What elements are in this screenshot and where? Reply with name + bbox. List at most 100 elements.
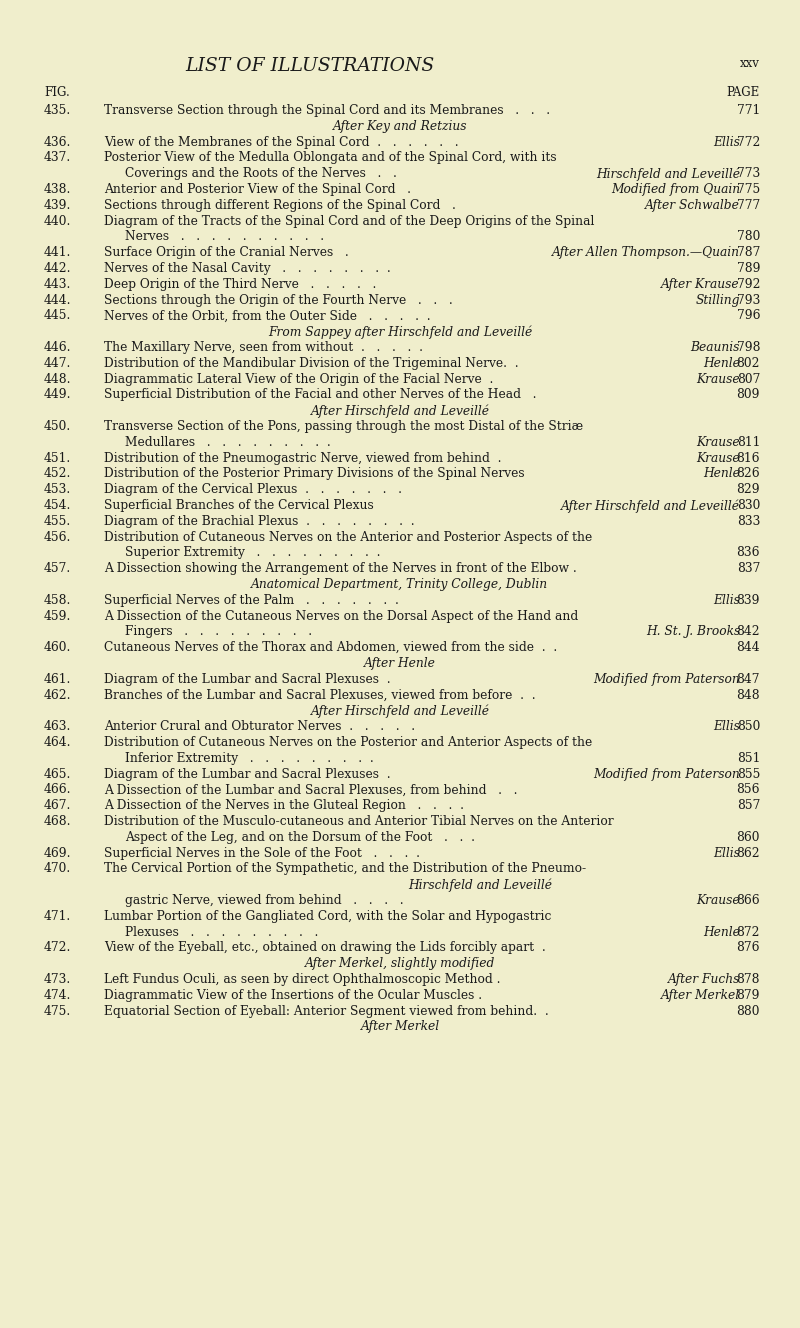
Text: Anterior Crural and Obturator Nerves  .   .   .   .   .: Anterior Crural and Obturator Nerves . .… — [104, 720, 415, 733]
Text: FIG.: FIG. — [44, 86, 70, 100]
Text: 872: 872 — [737, 926, 760, 939]
Text: Henle: Henle — [703, 357, 740, 369]
Text: 448.: 448. — [44, 373, 71, 385]
Text: Medullares   .   .   .   .   .   .   .   .  .: Medullares . . . . . . . . . — [125, 436, 330, 449]
Text: 802: 802 — [737, 357, 760, 369]
Text: 775: 775 — [737, 183, 760, 197]
Text: The Maxillary Nerve, seen from without  .   .   .   .  .: The Maxillary Nerve, seen from without .… — [104, 341, 423, 355]
Text: Surface Origin of the Cranial Nerves   .: Surface Origin of the Cranial Nerves . — [104, 246, 349, 259]
Text: 444.: 444. — [44, 293, 71, 307]
Text: A Dissection of the Lumbar and Sacral Plexuses, from behind   .   .: A Dissection of the Lumbar and Sacral Pl… — [104, 784, 518, 797]
Text: Modified from Paterson: Modified from Paterson — [594, 768, 740, 781]
Text: Deep Origin of the Third Nerve   .   .   .   .   .: Deep Origin of the Third Nerve . . . . . — [104, 278, 376, 291]
Text: After Schwalbe: After Schwalbe — [645, 199, 740, 211]
Text: After Hirschfeld and Leveillé: After Hirschfeld and Leveillé — [310, 704, 490, 718]
Text: 447.: 447. — [44, 357, 71, 369]
Text: 839: 839 — [737, 594, 760, 607]
Text: 473.: 473. — [44, 973, 71, 985]
Text: H. St. J. Brooks: H. St. J. Brooks — [646, 625, 740, 639]
Text: 855: 855 — [737, 768, 760, 781]
Text: 472.: 472. — [44, 942, 71, 955]
Text: Distribution of the Pneumogastric Nerve, viewed from behind  .: Distribution of the Pneumogastric Nerve,… — [104, 452, 502, 465]
Text: 876: 876 — [737, 942, 760, 955]
Text: 829: 829 — [736, 483, 760, 497]
Text: Lumbar Portion of the Gangliated Cord, with the Solar and Hypogastric: Lumbar Portion of the Gangliated Cord, w… — [104, 910, 551, 923]
Text: Superficial Distribution of the Facial and other Nerves of the Head   .: Superficial Distribution of the Facial a… — [104, 388, 537, 401]
Text: Superficial Branches of the Cervical Plexus: Superficial Branches of the Cervical Ple… — [104, 499, 374, 513]
Text: 440.: 440. — [44, 215, 71, 227]
Text: 792: 792 — [737, 278, 760, 291]
Text: LIST OF ILLUSTRATIONS: LIST OF ILLUSTRATIONS — [186, 57, 434, 74]
Text: PAGE: PAGE — [726, 86, 760, 100]
Text: 780: 780 — [737, 230, 760, 243]
Text: 446.: 446. — [44, 341, 71, 355]
Text: A Dissection of the Cutaneous Nerves on the Dorsal Aspect of the Hand and: A Dissection of the Cutaneous Nerves on … — [104, 610, 578, 623]
Text: Krause: Krause — [696, 894, 740, 907]
Text: 435.: 435. — [44, 104, 71, 117]
Text: 847: 847 — [737, 673, 760, 685]
Text: 857: 857 — [737, 799, 760, 813]
Text: Modified from Paterson: Modified from Paterson — [594, 673, 740, 685]
Text: 773: 773 — [737, 167, 760, 181]
Text: Left Fundus Oculi, as seen by direct Ophthalmoscopic Method .: Left Fundus Oculi, as seen by direct Oph… — [104, 973, 501, 985]
Text: Diagram of the Lumbar and Sacral Plexuses  .: Diagram of the Lumbar and Sacral Plexuse… — [104, 673, 390, 685]
Text: Anatomical Department, Trinity College, Dublin: Anatomical Department, Trinity College, … — [251, 578, 549, 591]
Text: 449.: 449. — [44, 388, 71, 401]
Text: 475.: 475. — [44, 1004, 71, 1017]
Text: Diagram of the Brachial Plexus  .   .   .   .   .   .   .  .: Diagram of the Brachial Plexus . . . . .… — [104, 515, 414, 527]
Text: 441.: 441. — [44, 246, 71, 259]
Text: Ellis: Ellis — [713, 720, 740, 733]
Text: 442.: 442. — [44, 262, 71, 275]
Text: Equatorial Section of Eyeball: Anterior Segment viewed from behind.  .: Equatorial Section of Eyeball: Anterior … — [104, 1004, 549, 1017]
Text: Ellis: Ellis — [713, 135, 740, 149]
Text: View of the Membranes of the Spinal Cord  .   .   .   .   .   .: View of the Membranes of the Spinal Cord… — [104, 135, 458, 149]
Text: Stilling: Stilling — [695, 293, 740, 307]
Text: 445.: 445. — [44, 309, 71, 323]
Text: Anterior and Posterior View of the Spinal Cord   .: Anterior and Posterior View of the Spina… — [104, 183, 411, 197]
Text: 457.: 457. — [44, 562, 71, 575]
Text: Nerves of the Nasal Cavity   .   .   .   .   .   .   .  .: Nerves of the Nasal Cavity . . . . . . .… — [104, 262, 390, 275]
Text: Henle: Henle — [703, 467, 740, 481]
Text: 456.: 456. — [44, 531, 71, 543]
Text: A Dissection showing the Arrangement of the Nerves in front of the Elbow .: A Dissection showing the Arrangement of … — [104, 562, 577, 575]
Text: After Allen Thompson.—Quain: After Allen Thompson.—Quain — [552, 246, 740, 259]
Text: Distribution of Cutaneous Nerves on the Anterior and Posterior Aspects of the: Distribution of Cutaneous Nerves on the … — [104, 531, 592, 543]
Text: 844: 844 — [736, 641, 760, 655]
Text: Nerves of the Orbit, from the Outer Side   .   .   .   .  .: Nerves of the Orbit, from the Outer Side… — [104, 309, 430, 323]
Text: After Hirschfeld and Leveillé: After Hirschfeld and Leveillé — [561, 499, 740, 513]
Text: 851: 851 — [737, 752, 760, 765]
Text: 462.: 462. — [44, 689, 71, 701]
Text: 464.: 464. — [44, 736, 71, 749]
Text: Coverings and the Roots of the Nerves   .   .: Coverings and the Roots of the Nerves . … — [125, 167, 397, 181]
Text: 879: 879 — [737, 989, 760, 1001]
Text: Modified from Quain: Modified from Quain — [611, 183, 740, 197]
Text: Hirschfeld and Leveillé: Hirschfeld and Leveillé — [596, 167, 740, 181]
Text: Sections through the Origin of the Fourth Nerve   .   .   .: Sections through the Origin of the Fourt… — [104, 293, 453, 307]
Text: 787: 787 — [737, 246, 760, 259]
Text: Krause: Krause — [696, 452, 740, 465]
Text: Superficial Nerves in the Sole of the Foot   .   .   .  .: Superficial Nerves in the Sole of the Fo… — [104, 846, 420, 859]
Text: 772: 772 — [737, 135, 760, 149]
Text: Sections through different Regions of the Spinal Cord   .: Sections through different Regions of th… — [104, 199, 456, 211]
Text: 443.: 443. — [44, 278, 71, 291]
Text: Superficial Nerves of the Palm   .   .   .   .   .   .  .: Superficial Nerves of the Palm . . . . .… — [104, 594, 399, 607]
Text: xxv: xxv — [740, 57, 760, 70]
Text: Inferior Extremity   .   .   .   .   .   .   .   .  .: Inferior Extremity . . . . . . . . . — [125, 752, 374, 765]
Text: 848: 848 — [736, 689, 760, 701]
Text: 468.: 468. — [44, 815, 71, 827]
Text: Diagrammatic Lateral View of the Origin of the Facial Nerve  .: Diagrammatic Lateral View of the Origin … — [104, 373, 494, 385]
Text: After Merkel: After Merkel — [361, 1020, 439, 1033]
Text: Distribution of the Posterior Primary Divisions of the Spinal Nerves: Distribution of the Posterior Primary Di… — [104, 467, 525, 481]
Text: 809: 809 — [737, 388, 760, 401]
Text: 436.: 436. — [44, 135, 71, 149]
Text: Posterior View of the Medulla Oblongata and of the Spinal Cord, with its: Posterior View of the Medulla Oblongata … — [104, 151, 557, 165]
Text: 460.: 460. — [44, 641, 71, 655]
Text: 458.: 458. — [44, 594, 71, 607]
Text: Nerves   .   .   .   .   .   .   .   .   .   .: Nerves . . . . . . . . . . — [125, 230, 324, 243]
Text: Krause: Krause — [696, 436, 740, 449]
Text: View of the Eyeball, etc., obtained on drawing the Lids forcibly apart  .: View of the Eyeball, etc., obtained on d… — [104, 942, 546, 955]
Text: After Krause: After Krause — [662, 278, 740, 291]
Text: 777: 777 — [737, 199, 760, 211]
Text: From Sappey after Hirschfeld and Leveillé: From Sappey after Hirschfeld and Leveill… — [268, 325, 532, 339]
Text: Fingers   .   .   .   .   .   .   .   .   .: Fingers . . . . . . . . . — [125, 625, 312, 639]
